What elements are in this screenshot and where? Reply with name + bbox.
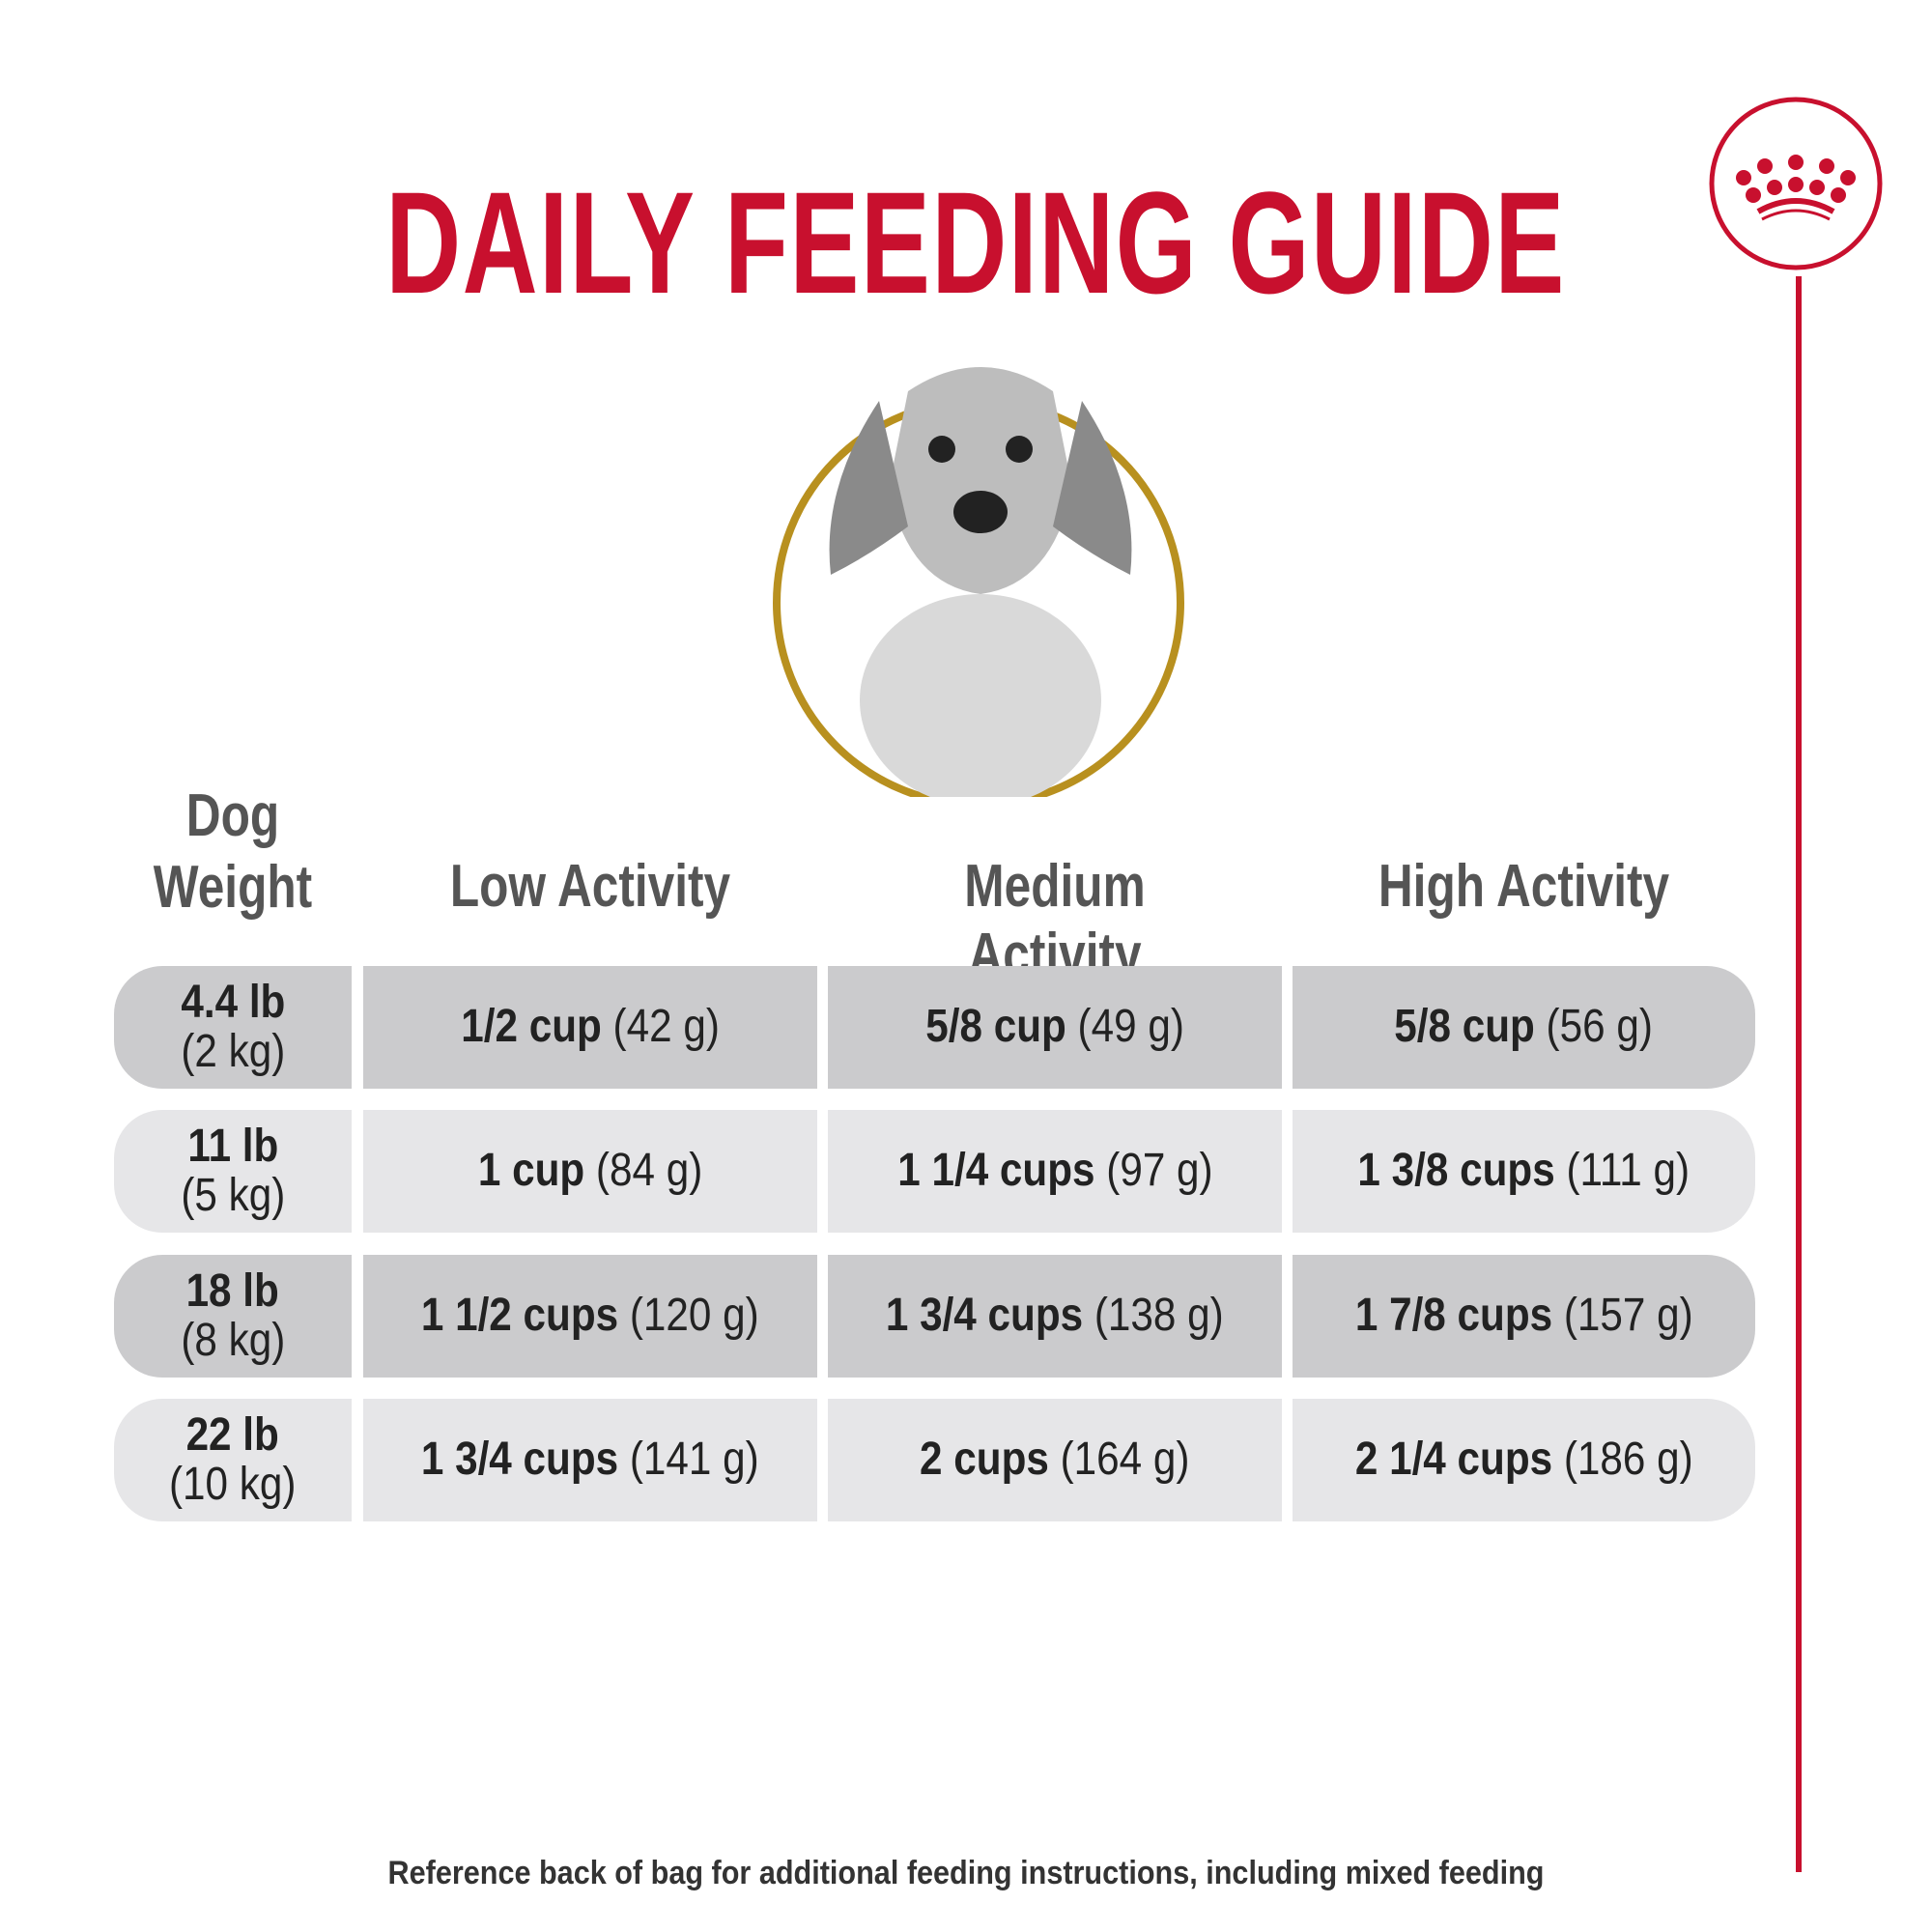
table-row: 4.4 lb (2 kg) 1/2 cup (42 g) 5/8 cup (49 g)… (114, 966, 1755, 1089)
high-activity-cell: 5/8 cup (56 g) (1293, 966, 1755, 1089)
weight-cell: 11 lb (5 kg) (114, 1110, 352, 1233)
crown-logo-icon (1709, 97, 1883, 270)
weight-cell: 18 lb (8 kg) (114, 1255, 352, 1378)
low-activity-cell: 1 1/2 cups (120 g) (363, 1255, 817, 1378)
weight-lb: 18 lb (185, 1265, 280, 1318)
weight-kg: (10 kg) (169, 1458, 297, 1510)
table-row: 22 lb (10 kg) 1 3/4 cups (141 g) 2 cups (16… (114, 1399, 1755, 1521)
weight-cell: 22 lb (10 kg) (114, 1399, 352, 1521)
medium-activity-cell: 2 cups (164 g) (828, 1399, 1282, 1521)
grams-amount: (120 g) (630, 1290, 759, 1342)
table-row: 18 lb (8 kg) 1 1/2 cups (120 g) 1 3/4 cups … (114, 1255, 1755, 1378)
grams-amount: (56 g) (1546, 1001, 1654, 1053)
cups-amount: 1 3/4 cups (421, 1434, 619, 1486)
header-low-activity: Low Activity (449, 853, 731, 920)
grams-amount: (111 g) (1566, 1145, 1690, 1197)
grams-amount: (138 g) (1094, 1290, 1224, 1342)
low-activity-cell: 1/2 cup (42 g) (363, 966, 817, 1089)
cups-amount: 5/8 cup (1394, 1001, 1536, 1053)
high-activity-cell: 2 1/4 cups (186 g) (1293, 1399, 1755, 1521)
weight-lb: 11 lb (187, 1121, 278, 1173)
cups-amount: 1 7/8 cups (1354, 1290, 1552, 1342)
header-high-activity: High Activity (1378, 853, 1670, 920)
grams-amount: (49 g) (1077, 1001, 1184, 1053)
header-dog-weight: Dog Weight (138, 781, 328, 923)
cups-amount: 1 3/4 cups (886, 1290, 1084, 1342)
header-weight-label: Weight (153, 854, 313, 921)
high-activity-cell: 1 7/8 cups (157 g) (1293, 1255, 1755, 1378)
brand-divider-line (1796, 276, 1802, 1872)
low-activity-cell: 1 cup (84 g) (363, 1110, 817, 1233)
weight-kg: (8 kg) (181, 1314, 285, 1366)
weight-kg: (2 kg) (181, 1025, 285, 1077)
medium-activity-cell: 1 1/4 cups (97 g) (828, 1110, 1282, 1233)
grams-amount: (97 g) (1105, 1145, 1213, 1197)
medium-activity-cell: 5/8 cup (49 g) (828, 966, 1282, 1089)
high-activity-cell: 1 3/8 cups (111 g) (1293, 1110, 1755, 1233)
cups-amount: 1 3/8 cups (1357, 1145, 1555, 1197)
cups-amount: 2 1/4 cups (1354, 1434, 1552, 1486)
grams-amount: (157 g) (1563, 1290, 1693, 1342)
footer-note: Reference back of bag for additional fee… (387, 1855, 1545, 1891)
cups-amount: 2 cups (920, 1434, 1050, 1486)
low-activity-cell: 1 3/4 cups (141 g) (363, 1399, 817, 1521)
cups-amount: 5/8 cup (925, 1001, 1066, 1053)
grams-amount: (84 g) (595, 1145, 703, 1197)
page-title: DAILY FEEDING GUIDE (385, 161, 1566, 324)
header-dog-label: Dog (185, 782, 280, 849)
grams-amount: (141 g) (630, 1434, 759, 1486)
medium-activity-cell: 1 3/4 cups (138 g) (828, 1255, 1282, 1378)
grams-amount: (164 g) (1060, 1434, 1190, 1486)
grams-amount: (186 g) (1563, 1434, 1693, 1486)
cups-amount: 1 cup (477, 1145, 585, 1197)
weight-kg: (5 kg) (181, 1169, 285, 1221)
cups-amount: 1/2 cup (461, 1001, 602, 1053)
dog-portrait-image (773, 367, 1184, 797)
weight-cell: 4.4 lb (2 kg) (114, 966, 352, 1089)
grams-amount: (42 g) (612, 1001, 720, 1053)
weight-lb: 22 lb (185, 1409, 280, 1462)
cups-amount: 1 1/2 cups (421, 1290, 619, 1342)
cups-amount: 1 1/4 cups (896, 1145, 1095, 1197)
table-row: 11 lb (5 kg) 1 cup (84 g) 1 1/4 cups (97 g)… (114, 1110, 1755, 1233)
weight-lb: 4.4 lb (181, 977, 285, 1029)
